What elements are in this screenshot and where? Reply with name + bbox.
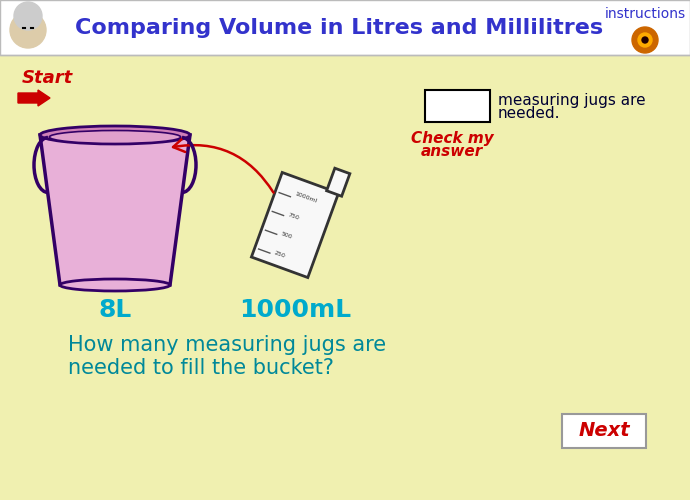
FancyBboxPatch shape <box>425 90 490 122</box>
Circle shape <box>638 33 652 47</box>
Circle shape <box>10 12 46 48</box>
Circle shape <box>632 27 658 53</box>
Text: 1000mL: 1000mL <box>239 298 351 322</box>
Polygon shape <box>251 172 339 278</box>
FancyBboxPatch shape <box>0 55 690 500</box>
Polygon shape <box>40 135 190 285</box>
Circle shape <box>14 2 42 30</box>
Text: 750: 750 <box>287 212 300 221</box>
Text: 8L: 8L <box>99 298 132 322</box>
Text: 1000ml: 1000ml <box>294 192 318 204</box>
Text: Next: Next <box>578 422 630 440</box>
Text: Check my: Check my <box>411 130 493 146</box>
Circle shape <box>642 37 648 43</box>
Polygon shape <box>326 168 350 196</box>
FancyArrowPatch shape <box>173 138 273 192</box>
Text: instructions: instructions <box>604 7 686 21</box>
Ellipse shape <box>60 279 170 291</box>
Text: 500: 500 <box>280 232 293 240</box>
FancyBboxPatch shape <box>0 0 690 55</box>
FancyArrow shape <box>18 90 50 106</box>
Text: 250: 250 <box>274 250 286 259</box>
Text: needed.: needed. <box>498 106 560 122</box>
Ellipse shape <box>50 130 181 143</box>
Text: measuring jugs are: measuring jugs are <box>498 92 646 108</box>
Text: Start: Start <box>22 69 73 87</box>
Text: answer: answer <box>421 144 483 160</box>
Text: needed to fill the bucket?: needed to fill the bucket? <box>68 358 334 378</box>
Text: Comparing Volume in Litres and Millilitres: Comparing Volume in Litres and Millilitr… <box>75 18 603 38</box>
FancyBboxPatch shape <box>562 414 646 448</box>
Ellipse shape <box>40 126 190 144</box>
Text: How many measuring jugs are: How many measuring jugs are <box>68 335 386 355</box>
